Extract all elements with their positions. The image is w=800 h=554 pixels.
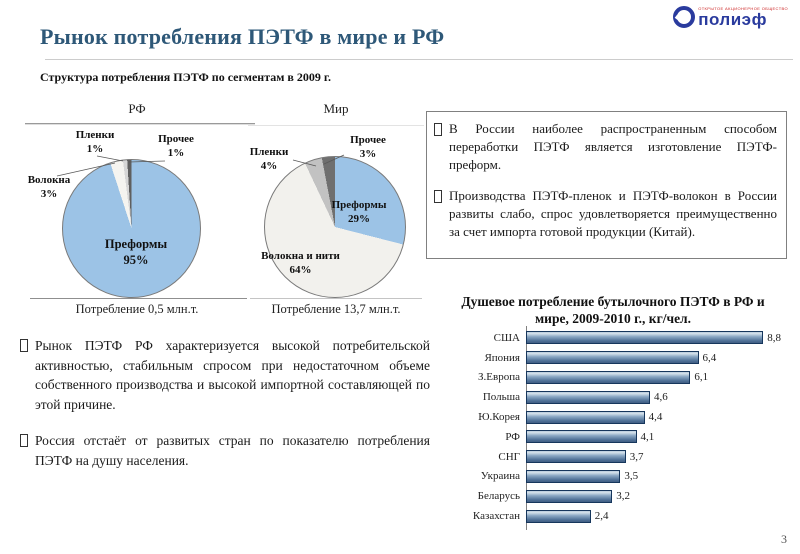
bar	[526, 370, 691, 384]
bar-chart-axis	[526, 326, 527, 530]
company-logo: ОТКРЫТОЕ АКЦИОНЕРНОЕ ОБЩЕСТВО полиэф	[673, 6, 788, 28]
summary-bullets: Рынок ПЭТФ РФ характеризуется высокой по…	[20, 336, 430, 470]
bar-category-label: СНГ	[498, 450, 520, 463]
bar-rows: США 8,8 Япония 6,4 З.Европа 6,1 Польша 4,6 Ю.Кор…	[432, 328, 794, 526]
bar-category-label: Беларусь	[477, 490, 520, 503]
bar-value-label: 3,7	[629, 450, 644, 463]
bar-category-label: З.Европа	[478, 371, 520, 384]
info-box: В России наиболее распространенным спосо…	[426, 111, 787, 259]
bar-row: Ю.Корея 4,4	[432, 407, 794, 427]
logo-name: полиэф	[698, 9, 767, 29]
bar-value-label: 2,4	[594, 510, 609, 523]
bar-value-label: 4,1	[640, 430, 655, 443]
pie-slice-label-plenki: Пленки 4%	[249, 146, 289, 173]
bar-category-label: Ю.Корея	[478, 411, 520, 424]
pie-chart-rf: РФ Пленки 1% Прочее 1% Волокна 3% Префор…	[25, 98, 255, 318]
section-heading: Структура потребления ПЭТФ по сегментам …	[40, 70, 331, 84]
info-bullet: В России наиболее распространенным спосо…	[434, 120, 777, 174]
bar	[526, 469, 621, 483]
square-bullet-icon	[434, 189, 442, 203]
bar-value-label: 6,4	[702, 351, 717, 364]
square-bullet-icon	[20, 339, 28, 352]
bar	[526, 430, 637, 444]
bar	[526, 509, 591, 523]
bar-category-label: Украина	[480, 470, 520, 483]
plot-border-bottom	[250, 298, 422, 299]
plot-border-top	[25, 123, 255, 124]
bar-category-label: Япония	[484, 351, 520, 364]
pie-slice-label-plenki: Пленки 1%	[75, 129, 115, 156]
bar-row: Украина 3,5	[432, 467, 794, 487]
bar	[526, 390, 650, 404]
page-number: 3	[781, 532, 787, 546]
pie-slice-label-volokna: Волокна 3%	[27, 174, 71, 201]
logo-subtitle: ОТКРЫТОЕ АКЦИОНЕРНОЕ ОБЩЕСТВО	[698, 5, 788, 11]
pie-world-caption: Потребление 13,7 млн.т.	[271, 302, 401, 316]
bar-category-label: Казахстан	[472, 510, 520, 523]
bar	[526, 410, 645, 424]
bar-category-label: РФ	[505, 430, 520, 443]
summary-bullet: Россия отстаёт от развитых стран по пока…	[20, 431, 430, 470]
pie-slice-label-volokna-niti: Волокна и нити 64%	[261, 250, 340, 277]
bar	[526, 450, 626, 464]
slide-title: Рынок потребления ПЭТФ в мире и РФ	[40, 24, 445, 49]
pie-slice-label-preformy: Преформы 29%	[331, 199, 387, 226]
bar-value-label: 8,8	[767, 331, 781, 344]
pie-slice-label-preformy: Преформы 95%	[104, 237, 168, 268]
pie-chart-rf-title: РФ	[128, 101, 146, 116]
bar-row: СНГ 3,7	[432, 447, 794, 467]
bar-category-label: США	[493, 331, 520, 344]
pie-rf-circle	[62, 159, 201, 298]
bar-value-label: 3,2	[616, 490, 630, 503]
bar-chart-title: Душевое потребление бутылочного ПЭТФ в Р…	[461, 294, 765, 326]
bar-row: Беларусь 3,2	[432, 486, 794, 506]
square-bullet-icon	[434, 123, 442, 136]
bar	[526, 331, 764, 345]
bar-value-label: 4,4	[648, 411, 663, 424]
pie-rf-caption: Потребление 0,5 млн.т.	[75, 302, 199, 316]
pie-chart-world: Мир Пленки 4% Прочее 3% Преформы 29% Вол…	[248, 98, 424, 318]
pie-world-circle	[264, 156, 406, 298]
pie-slice-label-prochee: Прочее 1%	[158, 133, 194, 160]
title-divider	[45, 59, 793, 60]
bar-row: РФ 4,1	[432, 427, 794, 447]
bar-value-label: 6,1	[694, 371, 709, 384]
pie-chart-world-title: Мир	[323, 101, 349, 116]
info-bullet: Производства ПЭТФ-пленок и ПЭТФ-волокон …	[434, 187, 777, 241]
bar-category-label: Польша	[482, 391, 520, 404]
bar-value-label: 3,5	[624, 470, 639, 483]
summary-bullet: Рынок ПЭТФ РФ характеризуется высокой по…	[20, 336, 430, 414]
bar-row: США 8,8	[432, 328, 794, 348]
bar-row: Казахстан 2,4	[432, 506, 794, 526]
plot-border-top	[248, 125, 424, 126]
bar-row: Япония 6,4	[432, 348, 794, 368]
poliaf-logo-icon	[673, 6, 696, 28]
bar-row: З.Европа 6,1	[432, 368, 794, 388]
bar-row: Польша 4,6	[432, 387, 794, 407]
bar	[526, 489, 613, 503]
bar-chart-per-capita: Душевое потребление бутылочного ПЭТФ в Р…	[432, 290, 794, 548]
pie-slice-label-prochee: Прочее 3%	[350, 134, 386, 161]
bar	[526, 351, 699, 365]
plot-border-bottom	[30, 298, 247, 299]
bar-value-label: 4,6	[654, 391, 668, 404]
square-bullet-icon	[20, 434, 28, 448]
